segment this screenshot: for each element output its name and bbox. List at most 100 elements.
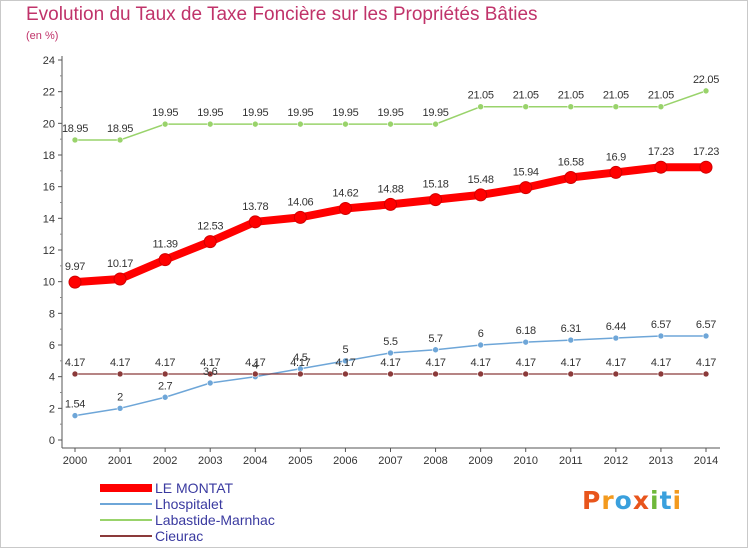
data-point xyxy=(71,136,79,144)
data-point xyxy=(522,103,530,111)
data-point xyxy=(519,181,533,195)
x-tick-label: 2001 xyxy=(108,455,132,467)
data-label: 4.17 xyxy=(200,357,220,369)
x-tick-label: 2005 xyxy=(288,455,312,467)
data-label: 4.17 xyxy=(155,357,175,369)
data-point xyxy=(71,370,79,378)
data-point xyxy=(338,202,352,216)
data-label: 19.95 xyxy=(377,107,403,119)
data-label: 4.17 xyxy=(425,357,445,369)
x-tick-label: 2014 xyxy=(694,455,718,467)
data-label: 14.88 xyxy=(377,183,403,195)
data-label: 22.05 xyxy=(693,74,719,86)
data-label: 19.95 xyxy=(332,107,358,119)
data-point xyxy=(612,334,620,342)
data-label: 5.5 xyxy=(383,336,398,348)
x-tick-label: 2010 xyxy=(513,455,537,467)
x-tick-label: 2003 xyxy=(198,455,222,467)
data-label: 4.17 xyxy=(245,357,265,369)
y-tick-label: 18 xyxy=(43,150,55,162)
data-label: 4.17 xyxy=(651,357,671,369)
data-point xyxy=(564,170,578,184)
data-label: 14.62 xyxy=(332,188,358,200)
legend-label: Labastide-Marnhac xyxy=(155,512,275,528)
x-tick-label: 2008 xyxy=(423,455,447,467)
y-tick-label: 20 xyxy=(43,118,55,130)
data-label: 19.95 xyxy=(423,107,449,119)
y-tick-label: 10 xyxy=(43,277,55,289)
data-label: 15.18 xyxy=(423,179,449,191)
data-point xyxy=(522,338,530,346)
data-point xyxy=(612,103,620,111)
data-point xyxy=(429,193,443,207)
data-point xyxy=(342,357,349,365)
data-point xyxy=(387,349,394,357)
x-tick-label: 2011 xyxy=(559,455,583,467)
chart-subtitle: (en %) xyxy=(26,30,59,42)
y-tick-label: 4 xyxy=(49,372,55,384)
data-point xyxy=(251,370,259,378)
data-point xyxy=(116,370,124,378)
data-label: 13.78 xyxy=(242,201,268,213)
data-point xyxy=(206,379,214,387)
data-point xyxy=(387,370,394,378)
data-label: 1.54 xyxy=(65,399,85,411)
data-point xyxy=(432,346,439,354)
data-point xyxy=(657,332,665,340)
data-label: 4.17 xyxy=(380,357,400,369)
data-label: 6.44 xyxy=(606,321,626,333)
data-label: 5 xyxy=(343,344,349,356)
legend-label: Lhospitalet xyxy=(155,496,223,512)
data-point xyxy=(206,370,214,378)
data-label: 6.18 xyxy=(516,325,536,337)
data-label: 16.9 xyxy=(606,151,626,163)
legend-label: LE MONTAT xyxy=(155,480,233,496)
data-point xyxy=(116,136,124,144)
data-point xyxy=(522,370,530,378)
y-tick-label: 16 xyxy=(43,182,55,194)
data-label: 4.17 xyxy=(561,357,581,369)
data-label: 16.58 xyxy=(558,156,584,168)
data-point xyxy=(116,405,124,412)
data-point xyxy=(699,160,713,174)
data-label: 19.95 xyxy=(197,107,223,119)
x-tick-label: 2002 xyxy=(153,455,177,467)
data-label: 19.95 xyxy=(242,107,268,119)
data-point xyxy=(477,341,484,349)
y-tick-label: 12 xyxy=(43,245,55,257)
data-label: 2 xyxy=(117,391,123,403)
proxiti-logo: Proxiti xyxy=(582,486,683,515)
data-label: 15.94 xyxy=(513,167,539,179)
data-label: 19.95 xyxy=(287,107,313,119)
data-point xyxy=(248,215,262,229)
data-label: 4.5 xyxy=(293,352,308,364)
x-tick-label: 2006 xyxy=(333,455,357,467)
y-tick-label: 6 xyxy=(49,340,55,352)
data-label: 21.05 xyxy=(648,90,674,102)
data-label: 17.23 xyxy=(693,146,719,158)
data-point xyxy=(657,103,665,111)
y-tick-label: 8 xyxy=(49,308,55,320)
data-point xyxy=(477,103,484,111)
data-label: 12.53 xyxy=(197,221,223,233)
data-point xyxy=(342,120,349,128)
data-label: 21.05 xyxy=(513,90,539,102)
data-point xyxy=(161,393,169,401)
data-point xyxy=(702,87,710,95)
x-tick-label: 2012 xyxy=(604,455,628,467)
data-label: 6.31 xyxy=(561,323,581,335)
data-label: 19.95 xyxy=(152,107,178,119)
data-label: 18.95 xyxy=(62,123,88,135)
data-point xyxy=(293,210,307,224)
data-label: 4.17 xyxy=(335,357,355,369)
data-point xyxy=(68,275,82,289)
data-point xyxy=(474,188,488,202)
data-label: 4.17 xyxy=(290,357,310,369)
data-label: 18.95 xyxy=(107,123,133,135)
data-point xyxy=(161,370,169,378)
data-label: 21.05 xyxy=(603,90,629,102)
x-tick-label: 2000 xyxy=(63,455,87,467)
data-point xyxy=(161,120,169,128)
y-tick-label: 2 xyxy=(49,403,55,415)
data-point xyxy=(71,412,79,419)
